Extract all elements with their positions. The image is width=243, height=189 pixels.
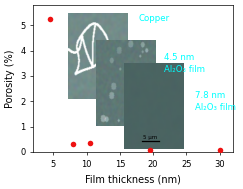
X-axis label: Film thickness (nm): Film thickness (nm) (85, 174, 181, 184)
Point (71, 143, 75, 146)
Text: 7.8 nm: 7.8 nm (195, 91, 225, 100)
Point (48, 17, 52, 20)
Point (148, 149, 152, 152)
Text: Al₂O₃ film: Al₂O₃ film (164, 65, 205, 74)
Text: 5 µm: 5 µm (143, 135, 158, 139)
Y-axis label: Porosity (%): Porosity (%) (5, 49, 15, 108)
Text: Al₂O₃ film: Al₂O₃ film (195, 103, 236, 112)
Point (218, 148, 222, 151)
Text: 4.5 nm: 4.5 nm (164, 53, 194, 62)
Text: Copper: Copper (138, 14, 169, 23)
Point (88, 141, 92, 144)
